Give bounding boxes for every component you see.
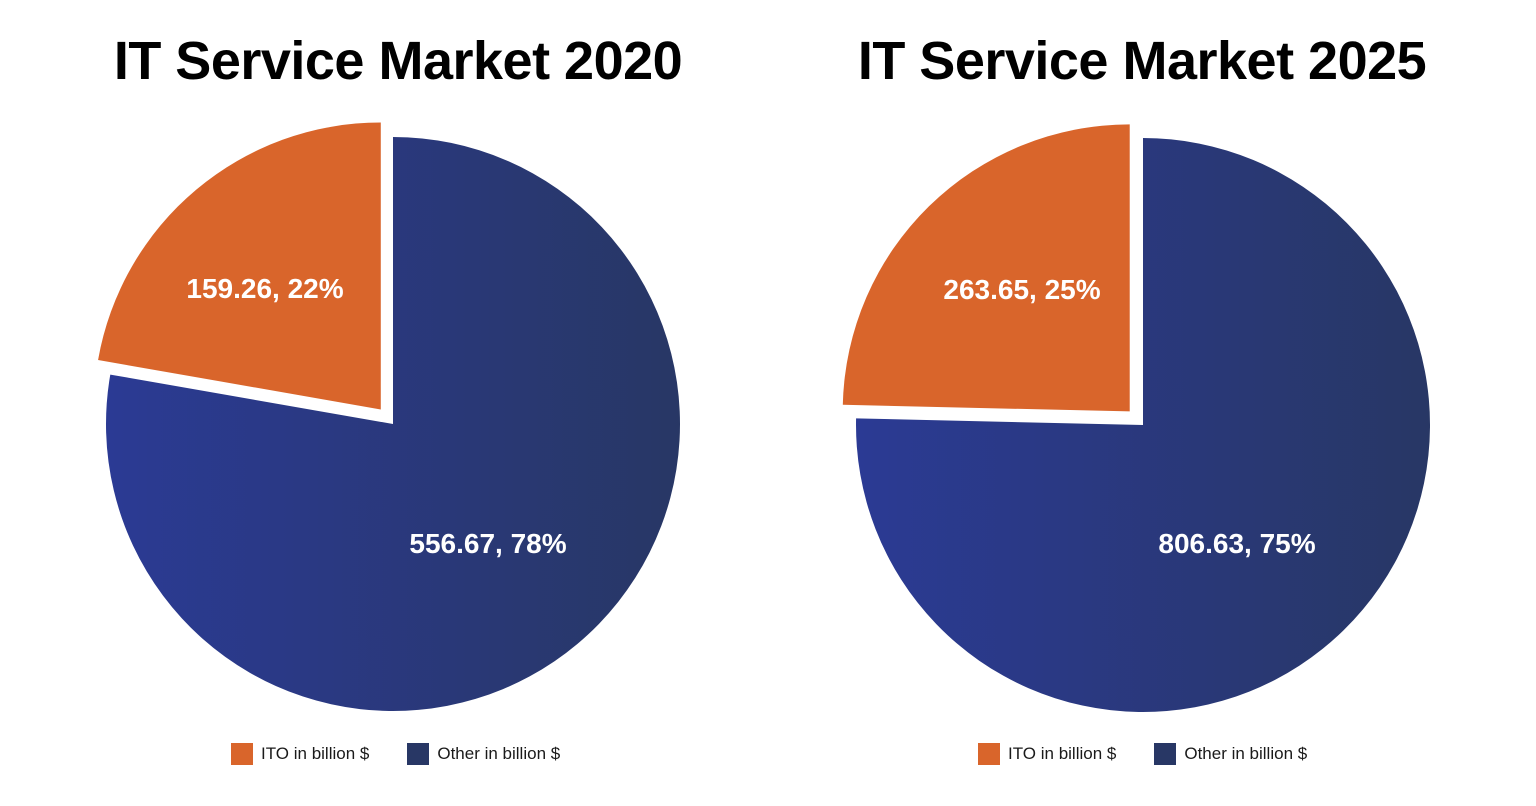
chart-title-2020: IT Service Market 2020 [113, 31, 683, 91]
pie-slice-other-2025 [856, 138, 1431, 712]
legend-2025: ITO in billion $ Other in billion $ [978, 743, 1345, 765]
legend-swatch-ito-2020 [231, 743, 253, 765]
pie-slice-ito-2020 [98, 122, 381, 410]
legend-swatch-other-2025 [1154, 743, 1177, 765]
pie-slice-ito-2025 [842, 124, 1130, 412]
legend-item-ito-2020: ITO in billion $ [231, 743, 369, 765]
legend-label-other-2025: Other in billion $ [1184, 744, 1308, 763]
pie-2020: 159.26, 22% 556.67, 78% [98, 122, 681, 712]
legend-swatch-other-2020 [407, 743, 430, 765]
legend-item-other-2025: Other in billion $ [1154, 743, 1307, 765]
legend-swatch-ito-2025 [978, 743, 1000, 765]
legend-label-other-2020: Other in billion $ [437, 744, 561, 763]
pie-2025: 263.65, 25% 806.63, 75% [842, 124, 1431, 712]
legend-item-ito-2025: ITO in billion $ [978, 743, 1116, 765]
chart-title-2025: IT Service Market 2025 [857, 31, 1427, 91]
slice-label-other-2025: 806.63, 75% [1158, 528, 1315, 559]
slice-label-other-2020: 556.67, 78% [409, 528, 566, 559]
legend-item-other-2020: Other in billion $ [407, 743, 560, 765]
legend-label-ito-2025: ITO in billion $ [1008, 744, 1117, 763]
slice-label-ito-2020: 159.26, 22% [186, 273, 343, 304]
legend-2020: ITO in billion $ Other in billion $ [231, 743, 598, 765]
slice-label-ito-2025: 263.65, 25% [943, 274, 1100, 305]
legend-label-ito-2020: ITO in billion $ [261, 744, 370, 763]
pie-slice-other-2020 [106, 137, 681, 712]
